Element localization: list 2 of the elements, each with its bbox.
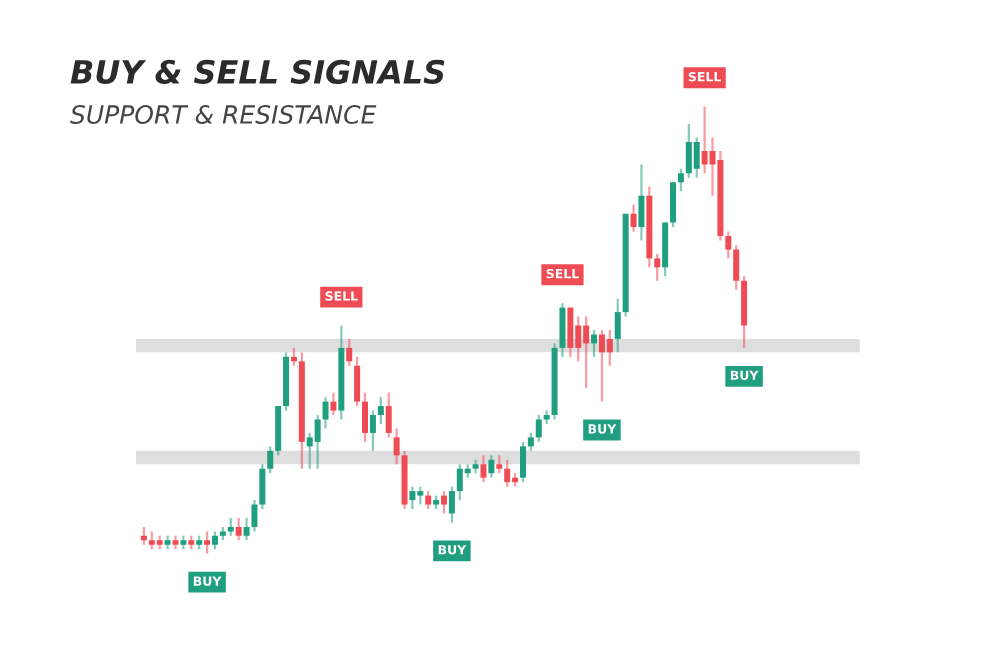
chart-title: BUY & SELL SIGNALS xyxy=(70,59,445,84)
chart-subtitle: SUPPORT & RESISTANCE xyxy=(70,105,377,124)
